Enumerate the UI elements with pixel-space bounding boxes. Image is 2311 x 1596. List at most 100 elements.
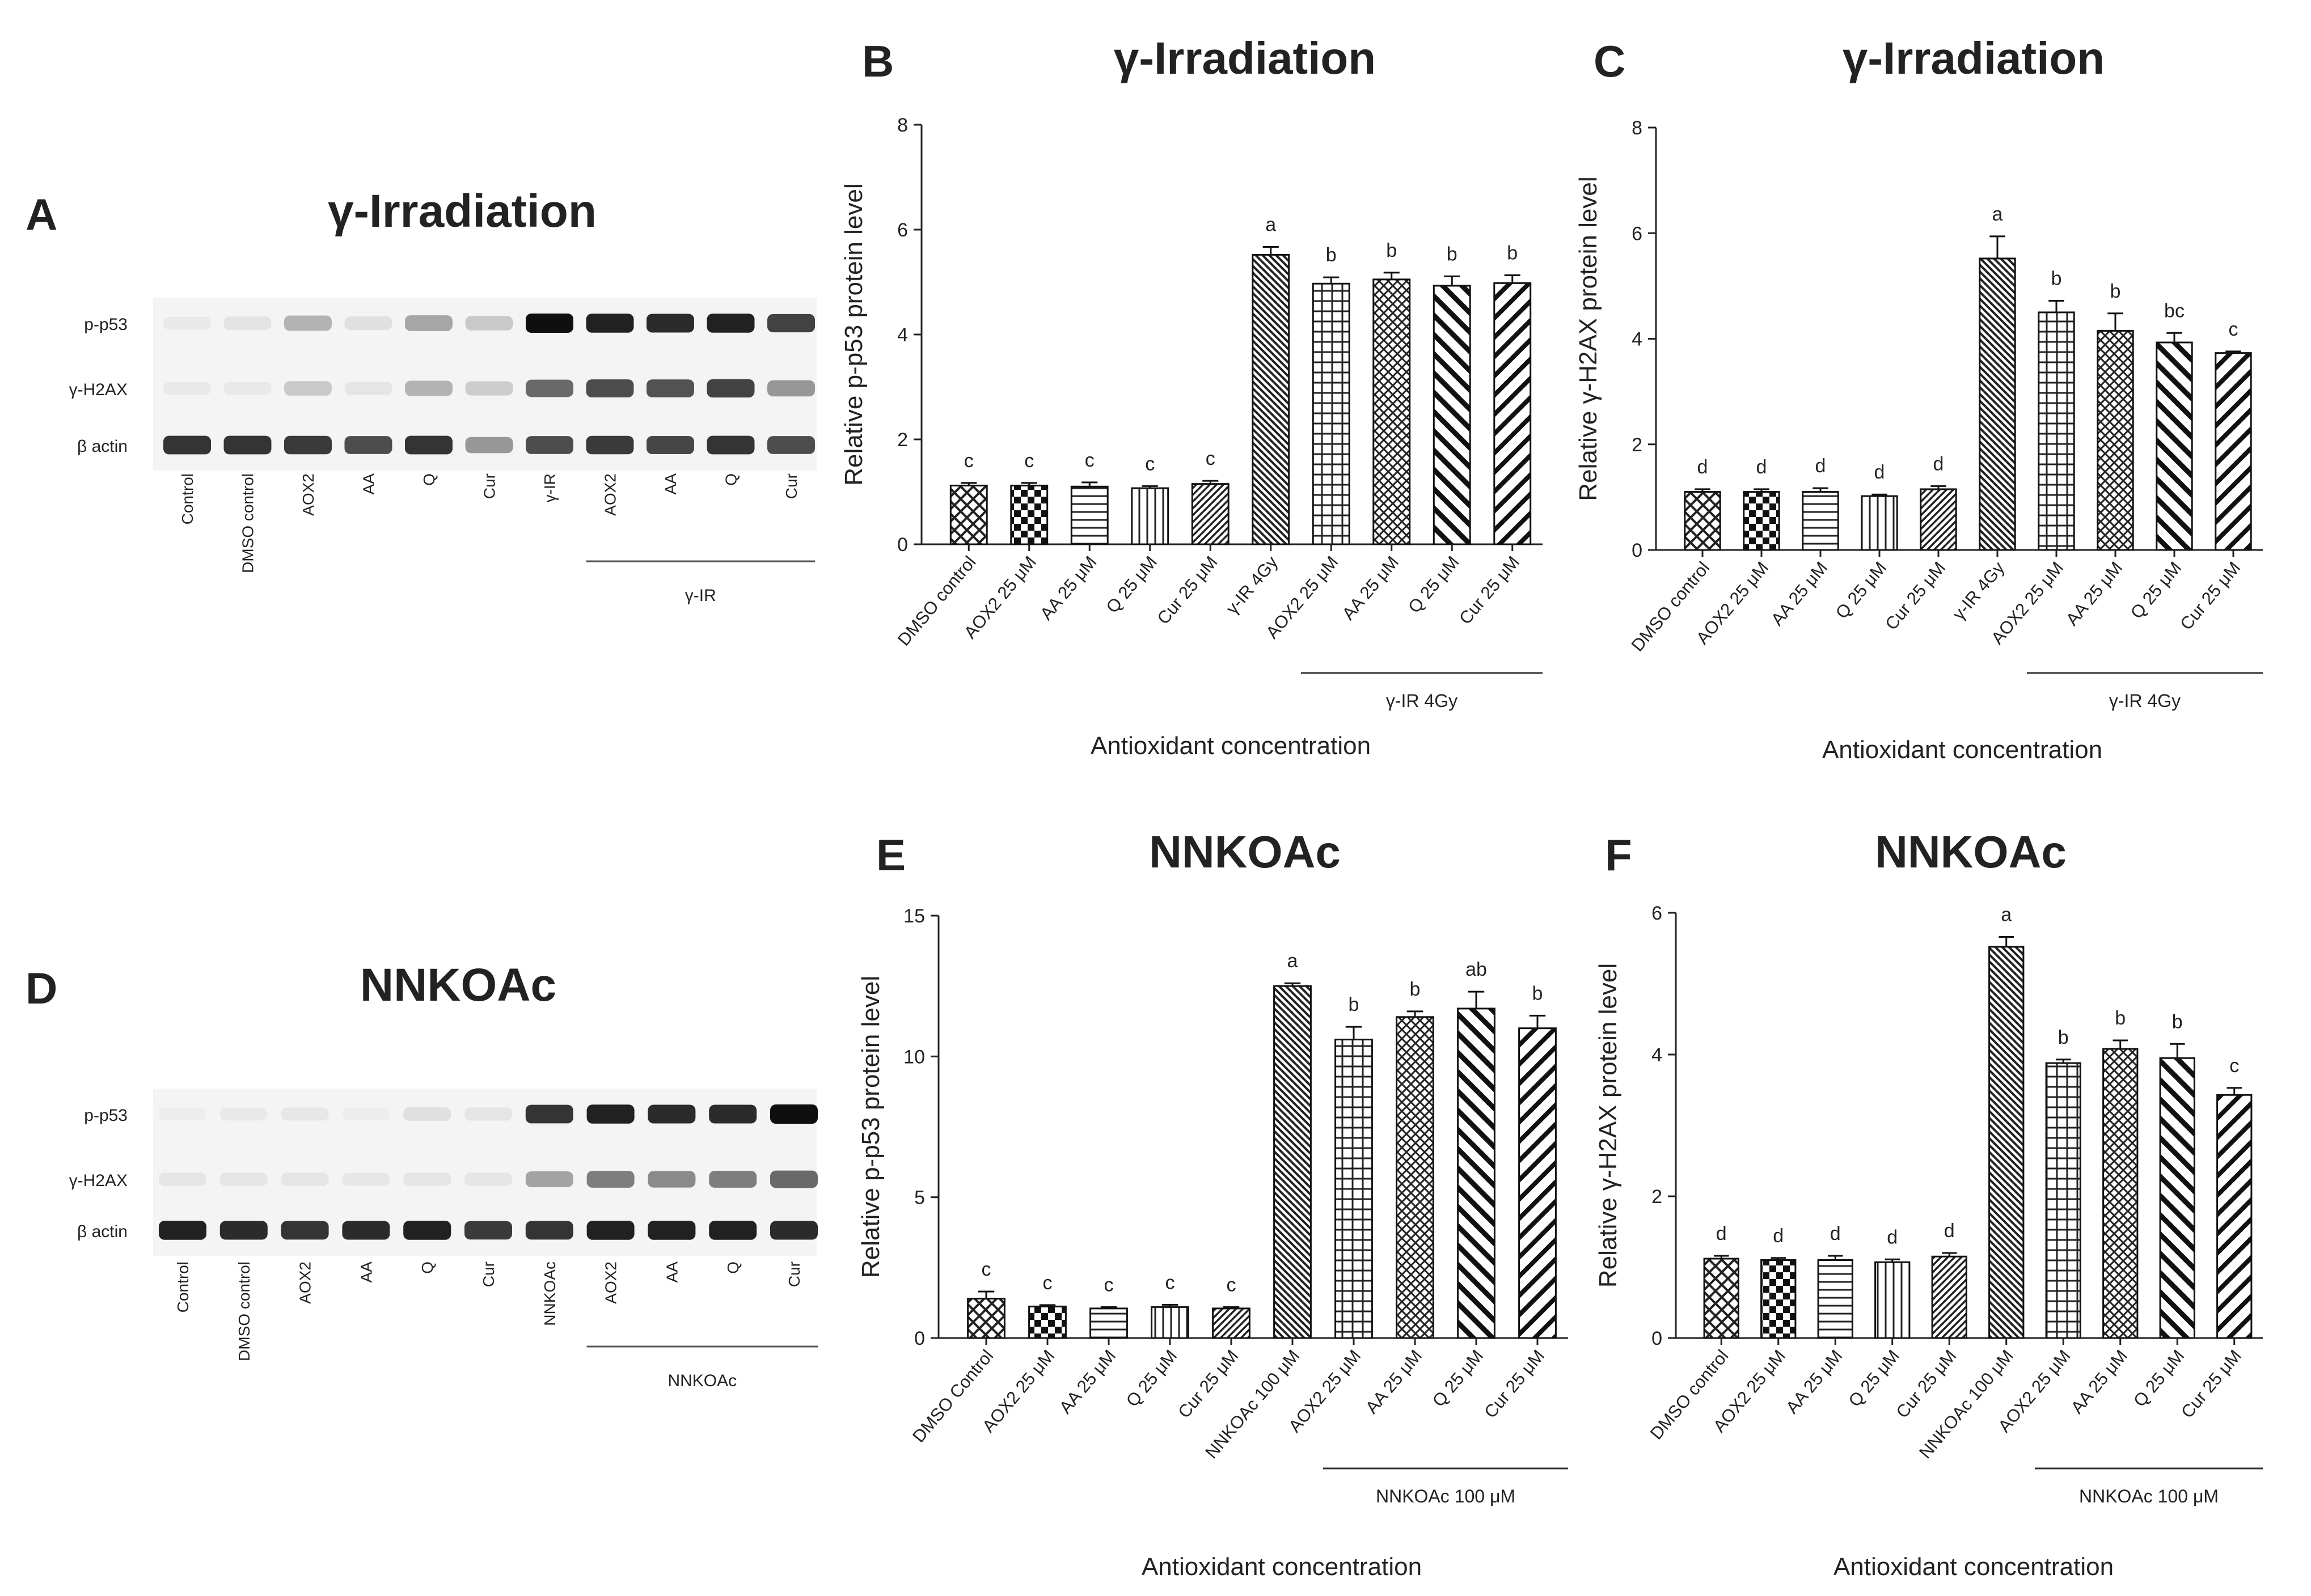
bar — [2045, 1062, 2081, 1339]
significance-letter: d — [1756, 456, 1767, 478]
protein-band — [647, 379, 694, 397]
lane-label: AA — [663, 1261, 681, 1283]
western-blot-panel-d: D NNKOAc p-p53 γ-H2AX β actin Control DMSO con… — [26, 959, 818, 1390]
protein-band — [586, 379, 634, 397]
significance-letter: d — [1944, 1220, 1955, 1242]
protein-band — [219, 1172, 268, 1186]
protein-band — [403, 1221, 451, 1240]
lane-label: NNKOAc — [541, 1261, 559, 1326]
protein-band — [405, 380, 453, 396]
protein-band — [342, 1221, 390, 1240]
bar — [1920, 488, 1957, 551]
protein-band — [163, 382, 211, 395]
protein-band — [219, 1221, 268, 1240]
lane-label: AA — [662, 473, 679, 495]
protein-band — [159, 1107, 206, 1121]
row-label: β actin — [77, 437, 128, 456]
group-label: NNKOAc 100 μM — [2079, 1486, 2219, 1506]
bar — [2159, 1057, 2195, 1339]
x-tick-label: Cur 25 μM — [1153, 552, 1221, 628]
protein-band — [525, 1171, 573, 1187]
protein-band — [281, 1172, 329, 1186]
significance-letter: d — [1697, 456, 1708, 478]
y-tick-label: 6 — [1632, 223, 1642, 244]
protein-band — [284, 381, 332, 396]
significance-letter: b — [2115, 1007, 2126, 1029]
lane-label: Cur — [785, 1261, 803, 1287]
y-tick-label: 5 — [914, 1187, 925, 1209]
x-tick-label: AA 25 μM — [1362, 1346, 1426, 1417]
significance-letter: b — [1410, 979, 1421, 1000]
protein-band — [770, 1104, 818, 1124]
bar — [1396, 1016, 1434, 1339]
y-tick-label: 6 — [1651, 903, 1662, 924]
protein-band — [465, 437, 513, 454]
protein-band — [648, 1104, 696, 1124]
group-label: NNKOAc 100 μM — [1376, 1486, 1515, 1506]
bar-chart-panel-e: E NNKOAc 0 5 10 15 Relative p-p53 protein leve… — [857, 827, 1568, 1581]
y-tick-label: 4 — [1632, 329, 1642, 350]
y-tick-label: 0 — [897, 534, 908, 556]
lane-label: AOX2 — [602, 473, 619, 516]
lane-label: DMSO control — [235, 1261, 253, 1361]
panel-letter: A — [26, 189, 57, 239]
x-tick-label: Cur 25 μM — [1174, 1346, 1242, 1422]
bar — [1931, 1255, 1967, 1339]
bar-chart-panel-f: F NNKOAc 0 2 4 6 Relative γ-H2AX protein level… — [1594, 827, 2263, 1581]
significance-letter: c — [1043, 1272, 1053, 1294]
row-label: γ-H2AX — [69, 380, 128, 399]
bar — [2215, 352, 2252, 551]
x-tick-label: Cur 25 μM — [1881, 558, 1949, 634]
x-axis-label: Antioxidant concentration — [1091, 732, 1371, 760]
group-label: NNKOAc — [667, 1371, 737, 1390]
y-tick-label: 2 — [1632, 434, 1642, 456]
protein-band — [223, 435, 272, 455]
protein-band — [465, 316, 513, 331]
bar — [2216, 1094, 2253, 1339]
x-tick-label: AA 25 μM — [1055, 1346, 1120, 1417]
bar — [2097, 330, 2134, 551]
bar — [1273, 985, 1312, 1339]
x-tick-label: γ-IR 4Gy — [1949, 558, 2009, 624]
x-tick-label: Cur 25 μM — [1455, 552, 1523, 628]
protein-band — [464, 1107, 512, 1121]
significance-letter: bc — [2164, 300, 2185, 321]
protein-band — [709, 1104, 757, 1124]
bar — [1518, 1027, 1557, 1339]
x-tick-label: Cur 25 μM — [2176, 558, 2244, 634]
bar — [967, 1297, 1005, 1339]
x-tick-label: Q 25 μM — [2127, 558, 2186, 623]
protein-band — [159, 1172, 206, 1186]
protein-band — [767, 436, 815, 454]
significance-letter: c — [982, 1259, 991, 1280]
protein-band — [767, 314, 815, 333]
panel-title: NNKOAc — [360, 959, 556, 1011]
chart-title: γ-Irradiation — [1843, 33, 2105, 83]
group-label: γ-IR — [685, 586, 716, 605]
significance-letter: b — [2172, 1011, 2183, 1032]
bar — [1372, 278, 1411, 545]
significance-letter: b — [1386, 240, 1397, 261]
lane-label: Control — [174, 1261, 192, 1313]
bar — [1743, 491, 1780, 551]
x-tick-label: Q 25 μM — [1102, 552, 1161, 617]
bar — [1760, 1259, 1797, 1339]
significance-letter: c — [2229, 319, 2238, 340]
protein-band — [284, 315, 332, 331]
protein-band — [586, 314, 634, 333]
significance-letter: d — [1874, 462, 1885, 483]
x-tick-label: Q 25 μM — [1122, 1346, 1181, 1411]
protein-band — [648, 1171, 696, 1188]
significance-letter: c — [1024, 450, 1034, 472]
protein-band — [342, 1172, 390, 1186]
protein-band — [281, 1107, 329, 1121]
lane-label: Control — [179, 473, 196, 524]
protein-band — [219, 1107, 268, 1121]
bar — [1493, 282, 1532, 545]
y-tick-label: 2 — [1651, 1186, 1662, 1208]
y-tick-label: 2 — [897, 429, 908, 451]
protein-band — [163, 435, 211, 455]
lane-label: AOX2 — [602, 1261, 620, 1304]
x-tick-label: Q 25 μM — [1832, 558, 1891, 623]
